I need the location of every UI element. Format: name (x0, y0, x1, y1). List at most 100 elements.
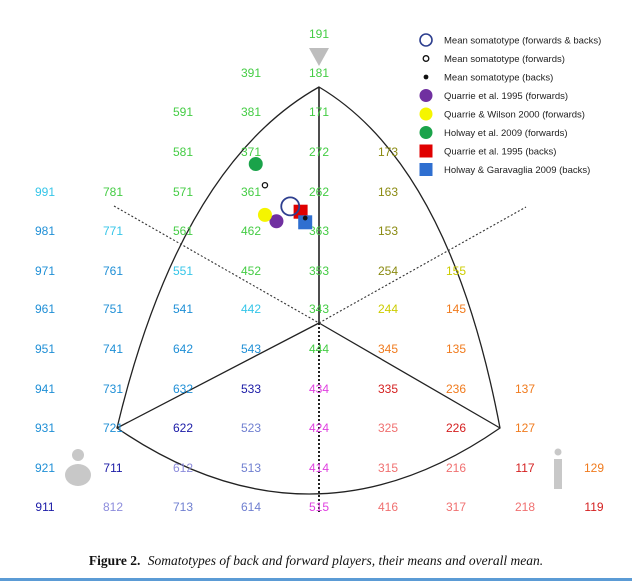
somatotype-label-145: 145 (446, 302, 466, 316)
somatotype-label-452: 452 (241, 264, 261, 278)
overall-mean-triangle-marker (309, 48, 329, 66)
somatotype-label-317: 317 (446, 500, 466, 514)
somatotype-label-345: 345 (378, 342, 398, 356)
figure-caption: Figure 2. Somatotypes of back and forwar… (89, 553, 543, 568)
somatotype-label-971: 971 (35, 264, 55, 278)
reuleaux-outline (116, 86, 501, 495)
somatotype-label-561: 561 (173, 224, 193, 238)
somatotype-label-254: 254 (378, 264, 398, 278)
point-quarrie-wilson-2000-forwards-0 (257, 207, 272, 222)
somatotype-label-343: 343 (309, 302, 329, 316)
somatotype-label-181: 181 (309, 66, 329, 80)
somatotype-label-571: 571 (173, 185, 193, 199)
legend-marker (419, 163, 433, 176)
legend-marker (423, 74, 429, 80)
somatotype-label-951: 951 (35, 342, 55, 356)
legend-entry-2: Mean somatotype (backs) (423, 73, 553, 84)
point-mean-somatotype-forwards-backs-0 (280, 196, 301, 217)
somatotype-label-129: 129 (584, 461, 604, 475)
somatotype-label-127: 127 (515, 421, 535, 435)
somatotype-labels: 191 391 181 591 381 171 581 371 272 173 991 781 571 3… (35, 27, 604, 514)
somatotype-label-711: 711 (103, 461, 122, 475)
somatotype-label-119: 119 (584, 500, 603, 514)
somatotype-label-381: 381 (241, 105, 261, 119)
somatotype-label-981: 981 (35, 224, 55, 238)
somatotype-label-363: 363 (309, 224, 329, 238)
somatotype-label-414: 414 (309, 461, 329, 475)
somatotype-label-315: 315 (378, 461, 398, 475)
somatotype-label-171: 171 (309, 105, 329, 119)
somatotype-label-921: 921 (35, 461, 55, 475)
somatotype-label-442: 442 (241, 302, 261, 316)
legend-entry-0: Mean somatotype (forwards & backs) (419, 33, 601, 47)
somatotype-label-741: 741 (103, 342, 123, 356)
somatotype-label-218: 218 (515, 500, 535, 514)
somatotype-label-515: 515 (309, 500, 329, 514)
legend-label: Quarrie et al. 1995 (forwards) (444, 91, 568, 102)
somatotype-label-163: 163 (378, 185, 398, 199)
somatotype-label-911: 911 (35, 500, 54, 514)
caption-text: Somatotypes of back and forward players,… (148, 553, 543, 568)
axis-to-left-vertex (116, 322, 320, 429)
legend-marker (419, 89, 433, 102)
somatotype-label-444: 444 (309, 342, 329, 356)
legend-entry-7: Holway & Garavaglia 2009 (backs) (419, 163, 590, 176)
bottom-rule (0, 578, 632, 581)
somatotype-label-581: 581 (173, 145, 193, 159)
somatotype-label-622: 622 (173, 421, 193, 435)
somatotype-label-335: 335 (378, 382, 398, 396)
legend-marker (419, 126, 433, 139)
somatotype-label-632: 632 (173, 382, 193, 396)
legend-entry-1: Mean somatotype (forwards) (422, 54, 565, 65)
somatotype-label-117: 117 (515, 461, 534, 475)
somatotype-label-713: 713 (173, 500, 193, 514)
somatotype-label-155: 155 (446, 264, 466, 278)
somatotype-label-541: 541 (173, 302, 193, 316)
legend-label: Quarrie et al. 1995 (backs) (444, 147, 556, 158)
somatotype-label-941: 941 (35, 382, 55, 396)
somatotype-label-781: 781 (103, 185, 123, 199)
somatotype-label-961: 961 (35, 302, 55, 316)
somatotype-label-371: 371 (241, 145, 261, 159)
legend-marker (419, 107, 433, 121)
legend-entry-6: Quarrie et al. 1995 (backs) (419, 144, 556, 158)
somatotype-label-761: 761 (103, 264, 123, 278)
legend-label: Mean somatotype (forwards) (444, 54, 565, 65)
somatotype-label-591: 591 (173, 105, 193, 119)
axis-to-right-vertex (318, 322, 501, 429)
somatotype-label-543: 543 (241, 342, 261, 356)
legend-marker (422, 55, 430, 62)
point-mean-somatotype-backs-0 (302, 215, 308, 221)
somatotype-label-991: 991 (35, 185, 55, 199)
somatotype-label-191: 191 (309, 27, 329, 41)
somatotype-label-424: 424 (309, 421, 329, 435)
legend-label: Quarrie & Wilson 2000 (forwards) (444, 110, 585, 121)
legend-entry-3: Quarrie et al. 1995 (forwards) (419, 89, 568, 102)
somatotype-label-244: 244 (378, 302, 398, 316)
axis-icons (65, 448, 562, 489)
ectomorph-figure-icon (554, 448, 562, 489)
somatotype-label-236: 236 (446, 382, 466, 396)
somatotype-label-551: 551 (173, 264, 193, 278)
somatotype-label-931: 931 (35, 421, 55, 435)
somatotype-label-462: 462 (241, 224, 261, 238)
legend-entry-4: Quarrie & Wilson 2000 (forwards) (419, 107, 585, 121)
point-quarrie-et-al-1995-backs-0 (293, 204, 308, 219)
endomorph-figure-icon (65, 449, 91, 486)
point-quarrie-et-al-1995-forwards-0 (269, 214, 284, 229)
somatotype-label-612: 612 (173, 461, 193, 475)
data-points (248, 157, 313, 230)
somatotype-label-513: 513 (241, 461, 261, 475)
somatotype-label-812: 812 (103, 500, 123, 514)
left-dotted-diagonal (113, 205, 320, 324)
somatotype-label-173: 173 (378, 145, 398, 159)
somatotype-label-721: 721 (103, 421, 123, 435)
caption-label: Figure 2. (89, 553, 141, 568)
somatotype-label-325: 325 (378, 421, 398, 435)
legend-marker (419, 144, 433, 158)
somatotype-label-353: 353 (309, 264, 329, 278)
legend-label: Holway et al. 2009 (forwards) (444, 128, 568, 139)
somatotype-label-642: 642 (173, 342, 193, 356)
